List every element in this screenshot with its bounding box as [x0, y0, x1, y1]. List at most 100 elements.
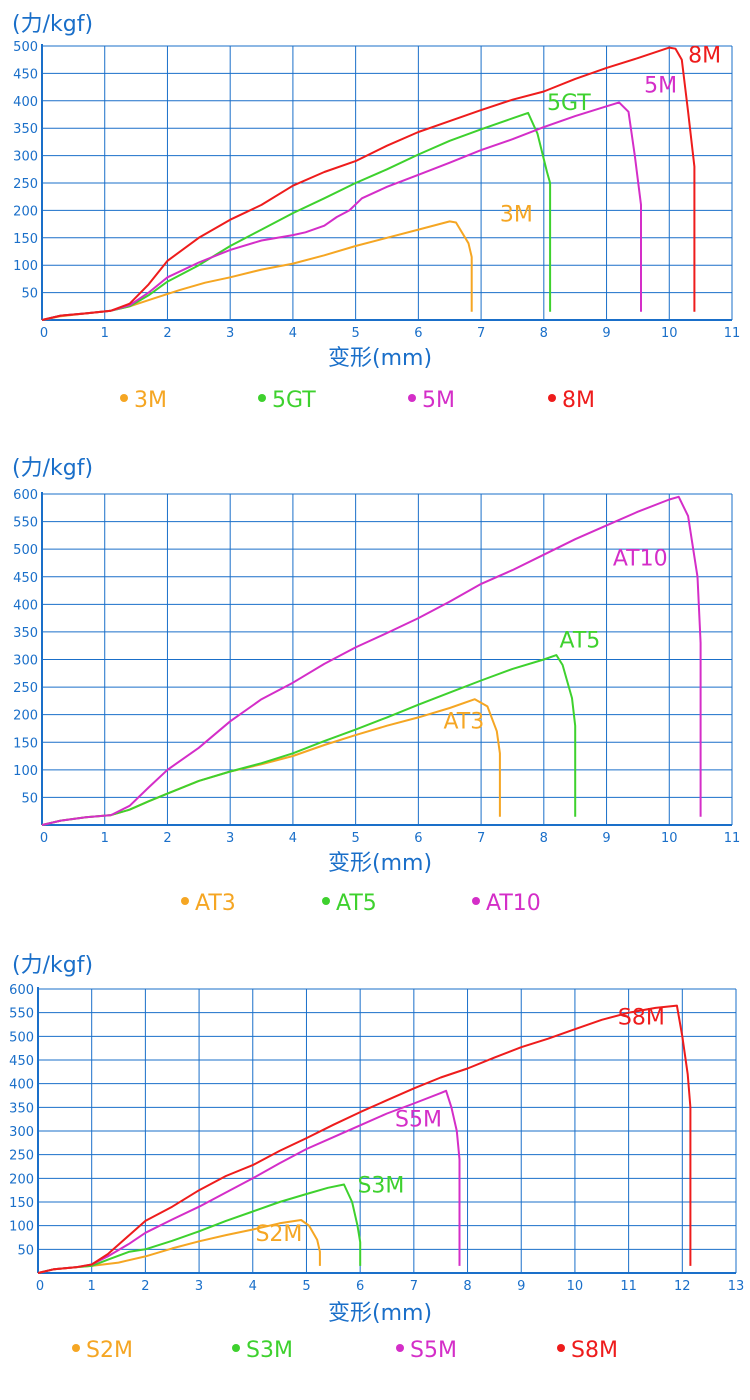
y-tick-label: 350	[9, 1101, 34, 1116]
y-tick-label: 50	[21, 791, 38, 806]
x-tick-label: 1	[88, 1279, 96, 1294]
y-tick-label: 200	[9, 1172, 34, 1187]
x-tick-label: 10	[567, 1279, 584, 1294]
y-tick-label: 200	[13, 204, 38, 219]
x-tick-label: 8	[540, 326, 548, 341]
y-axis-title: (力/kgf)	[12, 456, 94, 481]
y-tick-label: 100	[13, 259, 38, 274]
y-tick-label: 400	[13, 95, 38, 110]
y-tick-label: 400	[9, 1078, 34, 1093]
legend-label: 5M	[422, 388, 455, 413]
y-tick-label: 100	[13, 764, 38, 779]
x-tick-label: 9	[517, 1279, 525, 1294]
y-tick-label: 50	[21, 287, 38, 302]
y-axis-title: (力/kgf)	[12, 953, 94, 978]
legend-label: AT10	[486, 891, 541, 916]
y-tick-label: 550	[9, 1007, 34, 1022]
x-tick-label: 8	[540, 831, 548, 846]
x-tick-label: 11	[724, 326, 741, 341]
series-line-5gt	[41, 111, 552, 321]
series-line-at10	[41, 495, 702, 826]
series-label-3m: 3M	[500, 202, 533, 227]
series-line-at5	[41, 654, 577, 826]
legend-dot	[181, 897, 189, 905]
x-tick-label: 5	[351, 326, 359, 341]
series-label-s8m: S8M	[618, 1006, 665, 1031]
series-line-s3m	[37, 1183, 362, 1274]
y-tick-label: 250	[13, 681, 38, 696]
legend-label: S2M	[86, 1338, 133, 1363]
x-tick-label: 2	[163, 326, 171, 341]
chart-3-legend: S2M S3M S5M S8M	[0, 1338, 750, 1368]
x-tick-label: 11	[620, 1279, 637, 1294]
chart-2-legend: AT3 AT5 AT10	[0, 891, 750, 921]
y-tick-label: 250	[9, 1149, 34, 1164]
x-tick-label: 10	[661, 831, 678, 846]
y-tick-label: 400	[13, 598, 38, 613]
x-tick-label: 0	[36, 1279, 44, 1294]
y-tick-label: 600	[9, 983, 34, 998]
y-tick-label: 500	[9, 1030, 34, 1045]
y-tick-label: 350	[13, 626, 38, 641]
y-tick-label: 500	[13, 40, 38, 55]
chart-2-plot: 0 1 2 3 4 5 6 7 8 9 10 11 50 100 150 200 250 300 350 400 450…	[13, 488, 741, 846]
legend-label: AT3	[195, 891, 236, 916]
y-tick-label: 150	[13, 736, 38, 751]
series-label-5m: 5M	[644, 74, 677, 99]
y-tick-label: 300	[13, 654, 38, 669]
legend-item-at10: AT10	[472, 891, 541, 916]
y-tick-label: 50	[17, 1243, 34, 1258]
y-tick-label: 200	[13, 709, 38, 724]
legend-label: S3M	[246, 1338, 293, 1363]
y-tick-label: 450	[9, 1054, 34, 1069]
x-tick-label: 4	[289, 831, 297, 846]
x-axis-title: 变形(mm)	[328, 1301, 433, 1326]
legend-item-s5m: S5M	[396, 1338, 457, 1363]
series-line-3m	[41, 220, 473, 321]
series-label-s2m: S2M	[255, 1222, 302, 1247]
y-tick-label: 600	[13, 488, 38, 503]
chart-1-legend: 3M 5GT 5M 8M	[0, 388, 750, 418]
x-tick-label: 1	[101, 831, 109, 846]
x-tick-label: 6	[414, 326, 422, 341]
series-label-at3: AT3	[443, 709, 484, 734]
legend-dot	[557, 1344, 565, 1352]
x-tick-label: 9	[602, 831, 610, 846]
legend-label: S8M	[571, 1338, 618, 1363]
legend-dot	[322, 897, 330, 905]
x-tick-label: 7	[477, 326, 485, 341]
x-tick-label: 10	[661, 326, 678, 341]
legend-label: AT5	[336, 891, 377, 916]
legend-item-s8m: S8M	[557, 1338, 618, 1363]
y-tick-label: 550	[13, 516, 38, 531]
x-tick-label: 8	[463, 1279, 471, 1294]
x-tick-label: 11	[724, 831, 741, 846]
x-axis-title: 变形(mm)	[328, 346, 433, 371]
y-tick-label: 500	[13, 543, 38, 558]
chart-1-plot: 0 1 2 3 4 5 6 7 8 9 10 11 50 100 150 200 250 300 350 400 450…	[13, 40, 741, 341]
y-axis-title: (力/kgf)	[12, 12, 94, 37]
legend-dot	[72, 1344, 80, 1352]
series-label-s3m: S3M	[357, 1174, 404, 1199]
x-tick-label: 3	[226, 326, 234, 341]
x-tick-label: 4	[249, 1279, 257, 1294]
series-line-5m	[41, 101, 642, 321]
chart-panel-at-profiles: (力/kgf) 0 1 2 3 4 5 6 7 8 9 10 11 50 100 150 200 250 300 3…	[0, 445, 750, 935]
legend-item-s3m: S3M	[232, 1338, 293, 1363]
x-tick-label: 7	[410, 1279, 418, 1294]
x-tick-label: 12	[674, 1279, 691, 1294]
series-label-at10: AT10	[613, 547, 668, 572]
legend-item-5gt: 5GT	[258, 388, 316, 413]
y-tick-label: 350	[13, 122, 38, 137]
legend-dot	[396, 1344, 404, 1352]
chart-panel-belt-profiles: (力/kgf) 0 1 2 3 4 5 6 7 8 9 10 11 50 100 150 200 250 300 3…	[0, 0, 750, 430]
series-line-s8m	[37, 1004, 692, 1274]
x-tick-label: 3	[226, 831, 234, 846]
x-tick-label: 2	[163, 831, 171, 846]
x-tick-label: 6	[414, 831, 422, 846]
series-line-at3	[41, 698, 501, 826]
x-tick-label: 7	[477, 831, 485, 846]
legend-dot	[408, 394, 416, 402]
y-tick-label: 100	[9, 1220, 34, 1235]
legend-label: 3M	[134, 388, 167, 413]
